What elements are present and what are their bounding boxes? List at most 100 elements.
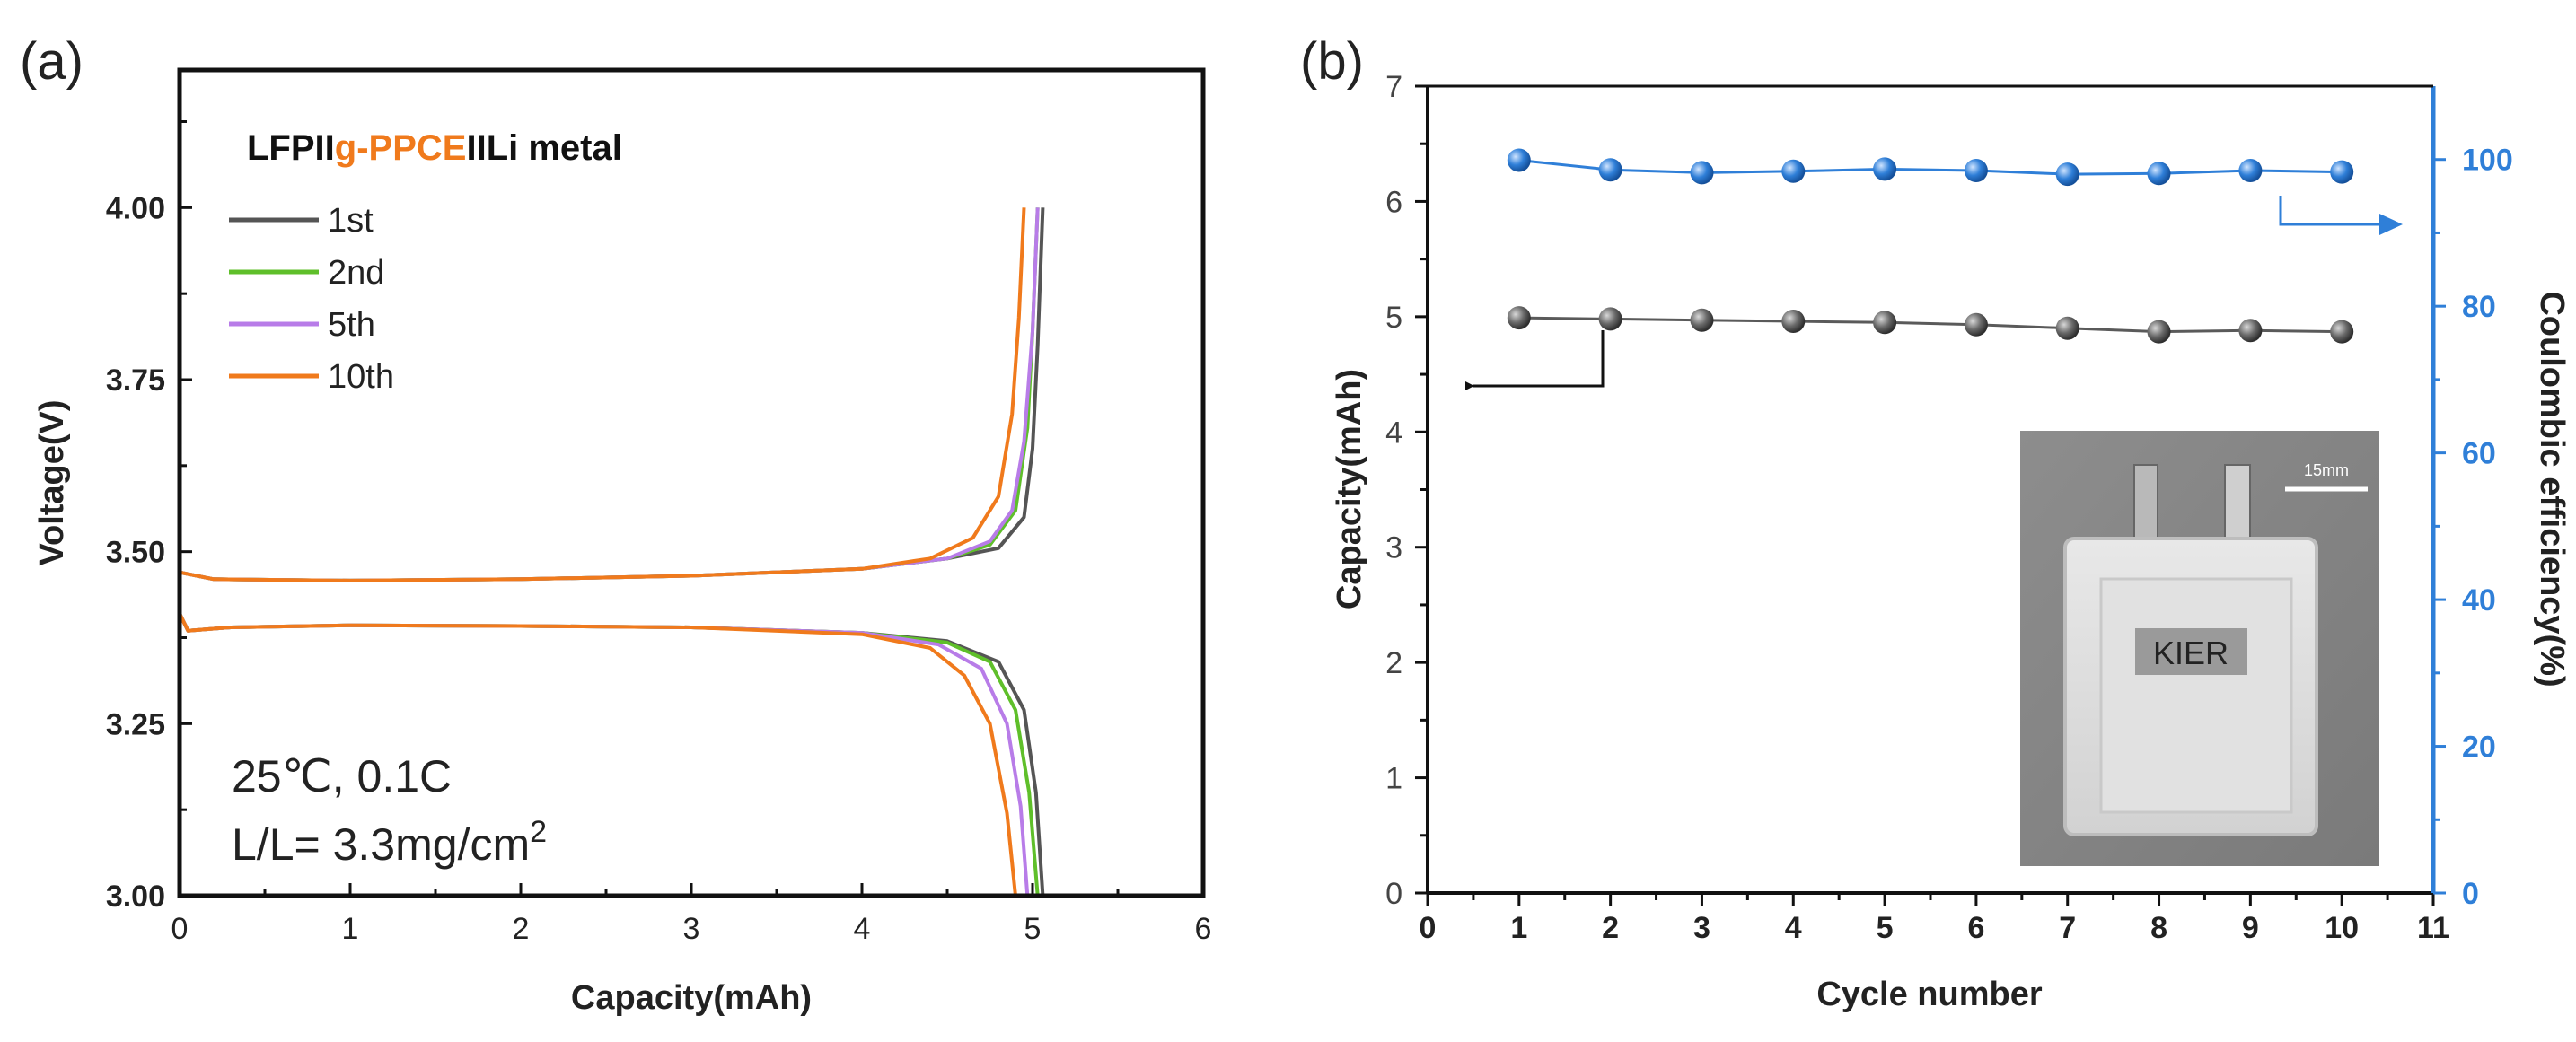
panel-b-ytick-left-label: 0 (1385, 877, 1402, 911)
panel-b-ytick-left-label: 5 (1385, 301, 1402, 335)
panel-b-xtick-label: 9 (2242, 911, 2259, 945)
panel-b-ytick-right-label: 60 (2462, 437, 2496, 471)
efficiency-axis-arrowhead (2379, 214, 2403, 235)
capacity-point-7 (2055, 316, 2079, 340)
efficiency-point-5 (1873, 157, 1897, 181)
panel-b-xtick-label: 10 (2325, 911, 2359, 945)
panel-a-xlabel: Capacity(mAh) (571, 979, 812, 1017)
panel-b-ytick-left-label: 3 (1385, 531, 1402, 565)
panel-b-ylabel-left: Capacity(mAh) (1331, 369, 1368, 609)
panel-a-ytick-label: 3.00 (106, 880, 165, 914)
panel-a-xtick-label: 3 (683, 912, 700, 946)
panel-a-title: LFPIIg-PPCEIILi metal (247, 128, 622, 168)
series-line-capacity (1518, 316, 2343, 334)
panel-a-xtick-label: 6 (1195, 912, 1212, 946)
panel-b: (b) 0 1 2 3 4 5 6 7 8 9 10 11 0 1 2 3 4 5 6 7 0 20 40 60 80 100 K… (1300, 32, 2571, 1013)
panel-a-curves (178, 207, 1045, 897)
title-prefix: LFP (247, 128, 315, 168)
efficiency-point-9 (2238, 159, 2263, 182)
title-suffix: Li metal (487, 128, 622, 168)
panel-b-ylabel-right: Coulombic efficiency(%) (2533, 291, 2571, 687)
panel-b-ytick-left-label: 6 (1385, 185, 1402, 219)
title-sep-1: II (315, 128, 335, 168)
capacity-point-5 (1873, 311, 1897, 335)
panel-a-xtick-label: 5 (1024, 912, 1042, 946)
capacity-point-2 (1598, 307, 1622, 331)
panel-b-xtick-label: 4 (1785, 911, 1802, 945)
panel-a-ticks: 0 1 2 3 4 5 6 3.00 3.25 3.50 3.75 4.00 (106, 120, 1212, 946)
efficiency-point-2 (1598, 158, 1622, 182)
curve-10th-charge (179, 207, 1026, 582)
capacity-point-8 (2147, 320, 2171, 344)
panel-a-xtick-label: 2 (513, 912, 530, 946)
panel-a-ytick-label: 3.50 (106, 536, 165, 570)
kier-label-box (2135, 628, 2247, 675)
panel-b-xtick-label: 2 (1602, 911, 1619, 945)
panel-b-ytick-right-label: 100 (2462, 144, 2513, 178)
annotation-loading-main: L/L= 3.3mg/cm (232, 819, 530, 870)
panel-a-ytick-label: 3.75 (106, 363, 165, 398)
curve-10th-discharge (178, 612, 1017, 897)
panel-a-legend: 1st 2nd 5th 10th (229, 202, 394, 396)
battery-photo-inset: KIER 15mm (2020, 431, 2379, 866)
panel-a-ylabel: Voltage(V) (33, 399, 71, 565)
panel-b-ticks: 0 1 2 3 4 5 6 7 8 9 10 11 0 1 2 3 4 5 6 7 0 20 40 60 80 100 (1385, 70, 2513, 945)
panel-b-xtick-label: 5 (1877, 911, 1894, 945)
panel-b-xtick-label: 11 (2417, 911, 2449, 945)
efficiency-point-3 (1690, 161, 1714, 185)
legend-label-2nd: 2nd (328, 254, 384, 292)
annotation-loading-sup: 2 (530, 815, 547, 849)
panel-b-xtick-label: 3 (1693, 911, 1710, 945)
curve-5th-charge (179, 207, 1040, 582)
panel-b-xlabel: Cycle number (1816, 976, 2043, 1013)
efficiency-point-4 (1781, 159, 1806, 183)
annotation-temperature-rate: 25℃, 0.1C (232, 751, 452, 801)
pouch-inner (2099, 577, 2293, 814)
panel-a-xtick-label: 4 (854, 912, 871, 946)
panel-a-xtick-label: 1 (342, 912, 359, 946)
annotation-loading: L/L= 3.3mg/cm2 (232, 815, 547, 870)
capacity-point-1 (1507, 306, 1531, 330)
capacity-point-10 (2330, 320, 2354, 344)
panel-b-xtick-label: 0 (1420, 911, 1437, 945)
panel-a-ytick-label: 4.00 (106, 191, 165, 225)
panel-b-xtick-label: 8 (2150, 911, 2167, 945)
capacity-point-4 (1781, 310, 1806, 333)
efficiency-point-1 (1507, 148, 1531, 172)
tab-left (2133, 464, 2158, 551)
legend-label-5th: 5th (328, 306, 375, 344)
legend-label-1st: 1st (328, 202, 374, 240)
panel-a: (a) 0 1 2 3 4 5 63.003.253.503.754.00 LFPIIg-P… (20, 32, 1211, 1017)
panel-b-ytick-left-label: 1 (1385, 762, 1402, 796)
panel-b-ytick-left-label: 4 (1385, 416, 1402, 450)
panel-a-label: (a) (20, 32, 84, 91)
panel-b-ytick-left-label: 7 (1385, 70, 1402, 104)
panel-b-xtick-label: 6 (1967, 911, 1984, 945)
title-highlight: g-PPCE (335, 128, 467, 168)
panel-b-xtick-label: 7 (2059, 911, 2076, 945)
panel-b-ytick-right-label: 0 (2462, 877, 2479, 911)
curve-2nd-charge (179, 207, 1040, 582)
kier-label: KIER (2153, 635, 2229, 671)
efficiency-point-10 (2330, 160, 2354, 184)
curve-1st-charge (179, 207, 1045, 582)
panel-a-xtick-label: 0 (171, 912, 189, 946)
legend-label-10th: 10th (328, 358, 394, 396)
efficiency-axis-arrow (2279, 196, 2379, 226)
title-sep-2: II (466, 128, 486, 168)
panel-b-ytick-right-label: 20 (2462, 731, 2496, 765)
series-line-efficiency (1518, 159, 2343, 176)
efficiency-point-7 (2055, 162, 2079, 187)
capacity-axis-arrow (1465, 330, 1605, 390)
panel-b-xtick-label: 1 (1510, 911, 1527, 945)
panel-b-label: (b) (1300, 32, 1364, 91)
efficiency-point-6 (1964, 159, 1988, 182)
scale-bar-label: 15mm (2304, 461, 2349, 479)
capacity-point-9 (2238, 319, 2263, 343)
capacity-point-6 (1964, 312, 1988, 337)
efficiency-point-8 (2147, 162, 2171, 186)
capacity-point-3 (1690, 308, 1714, 332)
panel-b-ytick-right-label: 80 (2462, 290, 2496, 324)
panel-b-series (1507, 148, 2354, 344)
